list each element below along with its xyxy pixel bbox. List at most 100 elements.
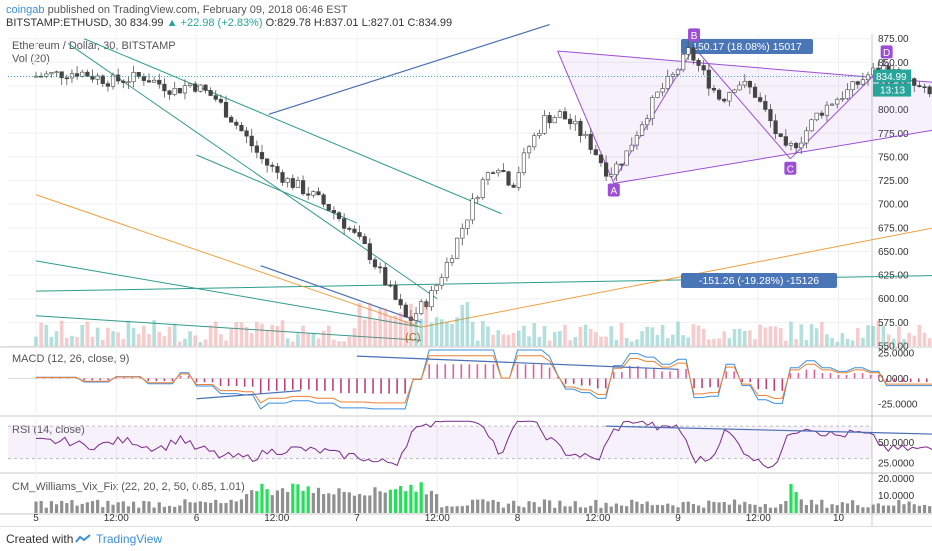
author-link[interactable]: coingab — [6, 4, 45, 16]
candle-body — [342, 218, 347, 229]
candle-body — [239, 125, 244, 132]
volume-bar — [681, 335, 685, 346]
candle-body — [752, 86, 758, 98]
pattern-point-d-box — [880, 45, 893, 59]
volume-bar — [737, 328, 742, 346]
vix-bar — [352, 495, 357, 513]
vix-bar — [429, 490, 434, 513]
volume-bar — [126, 320, 131, 346]
candle-body — [645, 118, 650, 126]
volume-bar — [188, 331, 192, 346]
vix-bar — [116, 502, 120, 513]
vix-bar — [193, 502, 197, 513]
price-pane-title: Ethereum / Dollar, 30, BITSTAMP — [12, 40, 176, 52]
vix-bar — [748, 504, 752, 513]
volume-bar — [229, 328, 233, 346]
vix-bar — [779, 504, 783, 513]
vix-bar — [522, 507, 526, 513]
vix-bar — [265, 489, 269, 513]
candle-body — [506, 171, 511, 186]
pattern-point-d: D — [883, 48, 890, 59]
chart-canvas[interactable]: 5 12:00 6 12:00 7 12:00 8 12:00 9 12:00 10 875.00 85… — [0, 0, 932, 526]
vix-bar — [419, 482, 423, 513]
volume-bar — [496, 330, 501, 346]
candle-body — [845, 89, 850, 99]
vix-bar — [604, 502, 608, 513]
vix-bar — [111, 504, 115, 513]
vix-bar — [60, 500, 64, 513]
rsi-trend-line — [605, 425, 932, 435]
candle-body — [521, 152, 527, 173]
vix-bar — [804, 504, 808, 513]
candle-body — [362, 236, 367, 244]
volume-bar — [701, 328, 706, 346]
volume-bar — [712, 338, 716, 346]
vix-bar — [506, 503, 511, 513]
candle-body — [737, 84, 742, 91]
volume-bar — [70, 335, 74, 346]
vix-bar — [784, 501, 788, 513]
volume-bar — [866, 325, 870, 346]
volume-bar — [44, 324, 49, 346]
candle-body — [526, 146, 532, 154]
candle-body — [141, 76, 146, 81]
vix-bar — [897, 499, 901, 513]
volume-bar — [784, 340, 788, 346]
volume-bar — [645, 326, 649, 346]
vix-bar — [928, 506, 932, 513]
vix-bar — [214, 499, 218, 513]
last-price-tag: 834.99 — [876, 72, 907, 83]
vix-bar — [203, 502, 208, 513]
vix-bar — [861, 507, 865, 513]
vix-bar — [712, 501, 716, 513]
vix-bar — [599, 507, 603, 513]
vix-bar — [866, 507, 870, 513]
volume-bar — [794, 339, 798, 346]
candle-body — [244, 130, 249, 137]
volume-bar — [707, 339, 711, 346]
candle-body — [249, 135, 254, 147]
vix-tick-label: 20.0000 — [878, 474, 915, 485]
vix-bar — [691, 504, 696, 513]
vix-bar — [311, 492, 315, 513]
volume-bar — [814, 328, 819, 346]
vix-bar — [563, 506, 567, 513]
candle-body — [208, 90, 213, 96]
vix-bar — [886, 505, 891, 513]
candle-body — [758, 97, 763, 102]
candle-body — [681, 53, 686, 71]
macd-tick-label: 25.0000 — [878, 349, 915, 360]
volume-bar — [855, 327, 860, 346]
vix-bar — [619, 505, 624, 513]
candle-body — [732, 89, 737, 93]
volume-bar — [131, 327, 136, 346]
vix-bar — [496, 501, 500, 513]
vix-bar — [440, 507, 444, 513]
volume-bar — [460, 304, 465, 346]
vix-bar — [470, 499, 475, 513]
volume-bar — [804, 339, 809, 346]
teal-down-line-1 — [67, 43, 438, 300]
vix-bar — [347, 492, 351, 513]
triangle-fill — [557, 51, 932, 184]
volume-bar — [871, 325, 875, 346]
range-down-box — [681, 273, 837, 288]
candle-body — [80, 71, 85, 77]
vix-bar — [244, 494, 249, 513]
candle-body — [691, 47, 696, 61]
vix-bar — [337, 488, 341, 513]
volume-bar — [552, 332, 557, 346]
volume-bar — [912, 335, 917, 346]
volume-bar — [347, 336, 352, 346]
volume-bar — [840, 333, 845, 346]
volume-bar — [511, 332, 516, 346]
candle-body — [773, 120, 778, 134]
candle-body — [711, 87, 717, 91]
vix-bar — [75, 505, 79, 513]
volume-bar — [686, 337, 691, 346]
candle-body — [855, 81, 860, 85]
tradingview-link[interactable]: TradingView — [96, 532, 163, 546]
vix-bar — [517, 506, 521, 513]
candle-body — [850, 81, 855, 91]
candle-body — [768, 109, 773, 122]
